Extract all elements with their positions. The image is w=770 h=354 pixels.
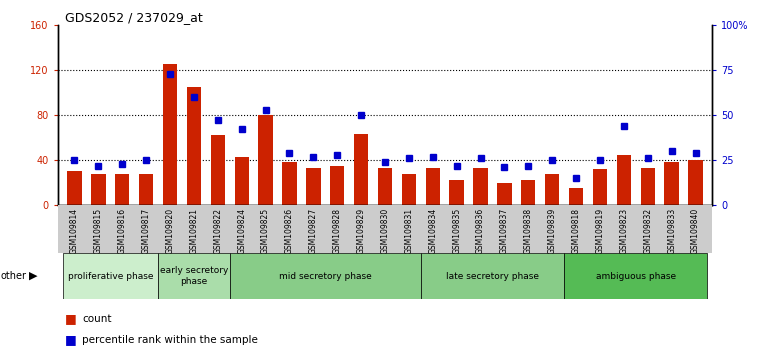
Text: GSM109817: GSM109817 bbox=[142, 208, 151, 254]
Text: GSM109839: GSM109839 bbox=[547, 208, 557, 254]
Text: other: other bbox=[1, 271, 27, 281]
Text: GSM109825: GSM109825 bbox=[261, 208, 270, 254]
Text: GSM109826: GSM109826 bbox=[285, 208, 294, 254]
Bar bbox=[91, 174, 105, 205]
Text: GSM109827: GSM109827 bbox=[309, 208, 318, 254]
Bar bbox=[211, 135, 225, 205]
Bar bbox=[545, 174, 559, 205]
Bar bbox=[688, 160, 703, 205]
Text: count: count bbox=[82, 314, 112, 324]
Bar bbox=[354, 134, 368, 205]
Bar bbox=[497, 183, 511, 205]
Text: mid secretory phase: mid secretory phase bbox=[279, 272, 372, 281]
Text: percentile rank within the sample: percentile rank within the sample bbox=[82, 335, 258, 345]
Text: GSM109835: GSM109835 bbox=[452, 208, 461, 254]
Text: GSM109840: GSM109840 bbox=[691, 208, 700, 254]
Bar bbox=[115, 174, 129, 205]
Bar bbox=[402, 174, 416, 205]
Bar bbox=[641, 168, 655, 205]
Bar bbox=[665, 162, 679, 205]
Bar bbox=[187, 87, 201, 205]
Text: early secretory
phase: early secretory phase bbox=[159, 267, 228, 286]
Text: GSM109824: GSM109824 bbox=[237, 208, 246, 254]
Bar bbox=[283, 162, 296, 205]
Text: GSM109837: GSM109837 bbox=[500, 208, 509, 254]
Bar bbox=[162, 64, 177, 205]
Text: GSM109830: GSM109830 bbox=[380, 208, 390, 254]
Bar bbox=[378, 168, 392, 205]
Text: GSM109819: GSM109819 bbox=[595, 208, 604, 254]
Bar bbox=[569, 188, 583, 205]
Text: GSM109828: GSM109828 bbox=[333, 208, 342, 254]
Bar bbox=[330, 166, 344, 205]
Text: ■: ■ bbox=[65, 312, 81, 325]
Text: GSM109815: GSM109815 bbox=[94, 208, 103, 254]
Text: late secretory phase: late secretory phase bbox=[446, 272, 539, 281]
Bar bbox=[259, 115, 273, 205]
Text: GSM109831: GSM109831 bbox=[404, 208, 413, 254]
Bar bbox=[593, 169, 608, 205]
Text: GSM109821: GSM109821 bbox=[189, 208, 199, 254]
Text: GSM109833: GSM109833 bbox=[667, 208, 676, 254]
Text: proliferative phase: proliferative phase bbox=[68, 272, 153, 281]
Bar bbox=[67, 171, 82, 205]
Text: GDS2052 / 237029_at: GDS2052 / 237029_at bbox=[65, 11, 203, 24]
Text: GSM109820: GSM109820 bbox=[166, 208, 175, 254]
FancyBboxPatch shape bbox=[62, 253, 158, 299]
Text: GSM109814: GSM109814 bbox=[70, 208, 79, 254]
Bar bbox=[139, 174, 153, 205]
Text: ▶: ▶ bbox=[29, 271, 38, 281]
Bar bbox=[617, 155, 631, 205]
Text: GSM109838: GSM109838 bbox=[524, 208, 533, 254]
Bar bbox=[450, 181, 464, 205]
FancyBboxPatch shape bbox=[421, 253, 564, 299]
Text: GSM109834: GSM109834 bbox=[428, 208, 437, 254]
Text: GSM109822: GSM109822 bbox=[213, 208, 223, 254]
Text: GSM109818: GSM109818 bbox=[571, 208, 581, 254]
Bar bbox=[235, 157, 249, 205]
Bar bbox=[306, 168, 320, 205]
FancyBboxPatch shape bbox=[564, 253, 708, 299]
Bar bbox=[474, 168, 487, 205]
Text: GSM109816: GSM109816 bbox=[118, 208, 127, 254]
Text: GSM109832: GSM109832 bbox=[643, 208, 652, 254]
Text: ■: ■ bbox=[65, 333, 81, 346]
Bar bbox=[521, 181, 535, 205]
Text: ambiguous phase: ambiguous phase bbox=[596, 272, 676, 281]
FancyBboxPatch shape bbox=[158, 253, 229, 299]
FancyBboxPatch shape bbox=[229, 253, 421, 299]
Text: GSM109829: GSM109829 bbox=[357, 208, 366, 254]
Text: GSM109823: GSM109823 bbox=[619, 208, 628, 254]
Text: GSM109836: GSM109836 bbox=[476, 208, 485, 254]
Bar bbox=[426, 168, 440, 205]
